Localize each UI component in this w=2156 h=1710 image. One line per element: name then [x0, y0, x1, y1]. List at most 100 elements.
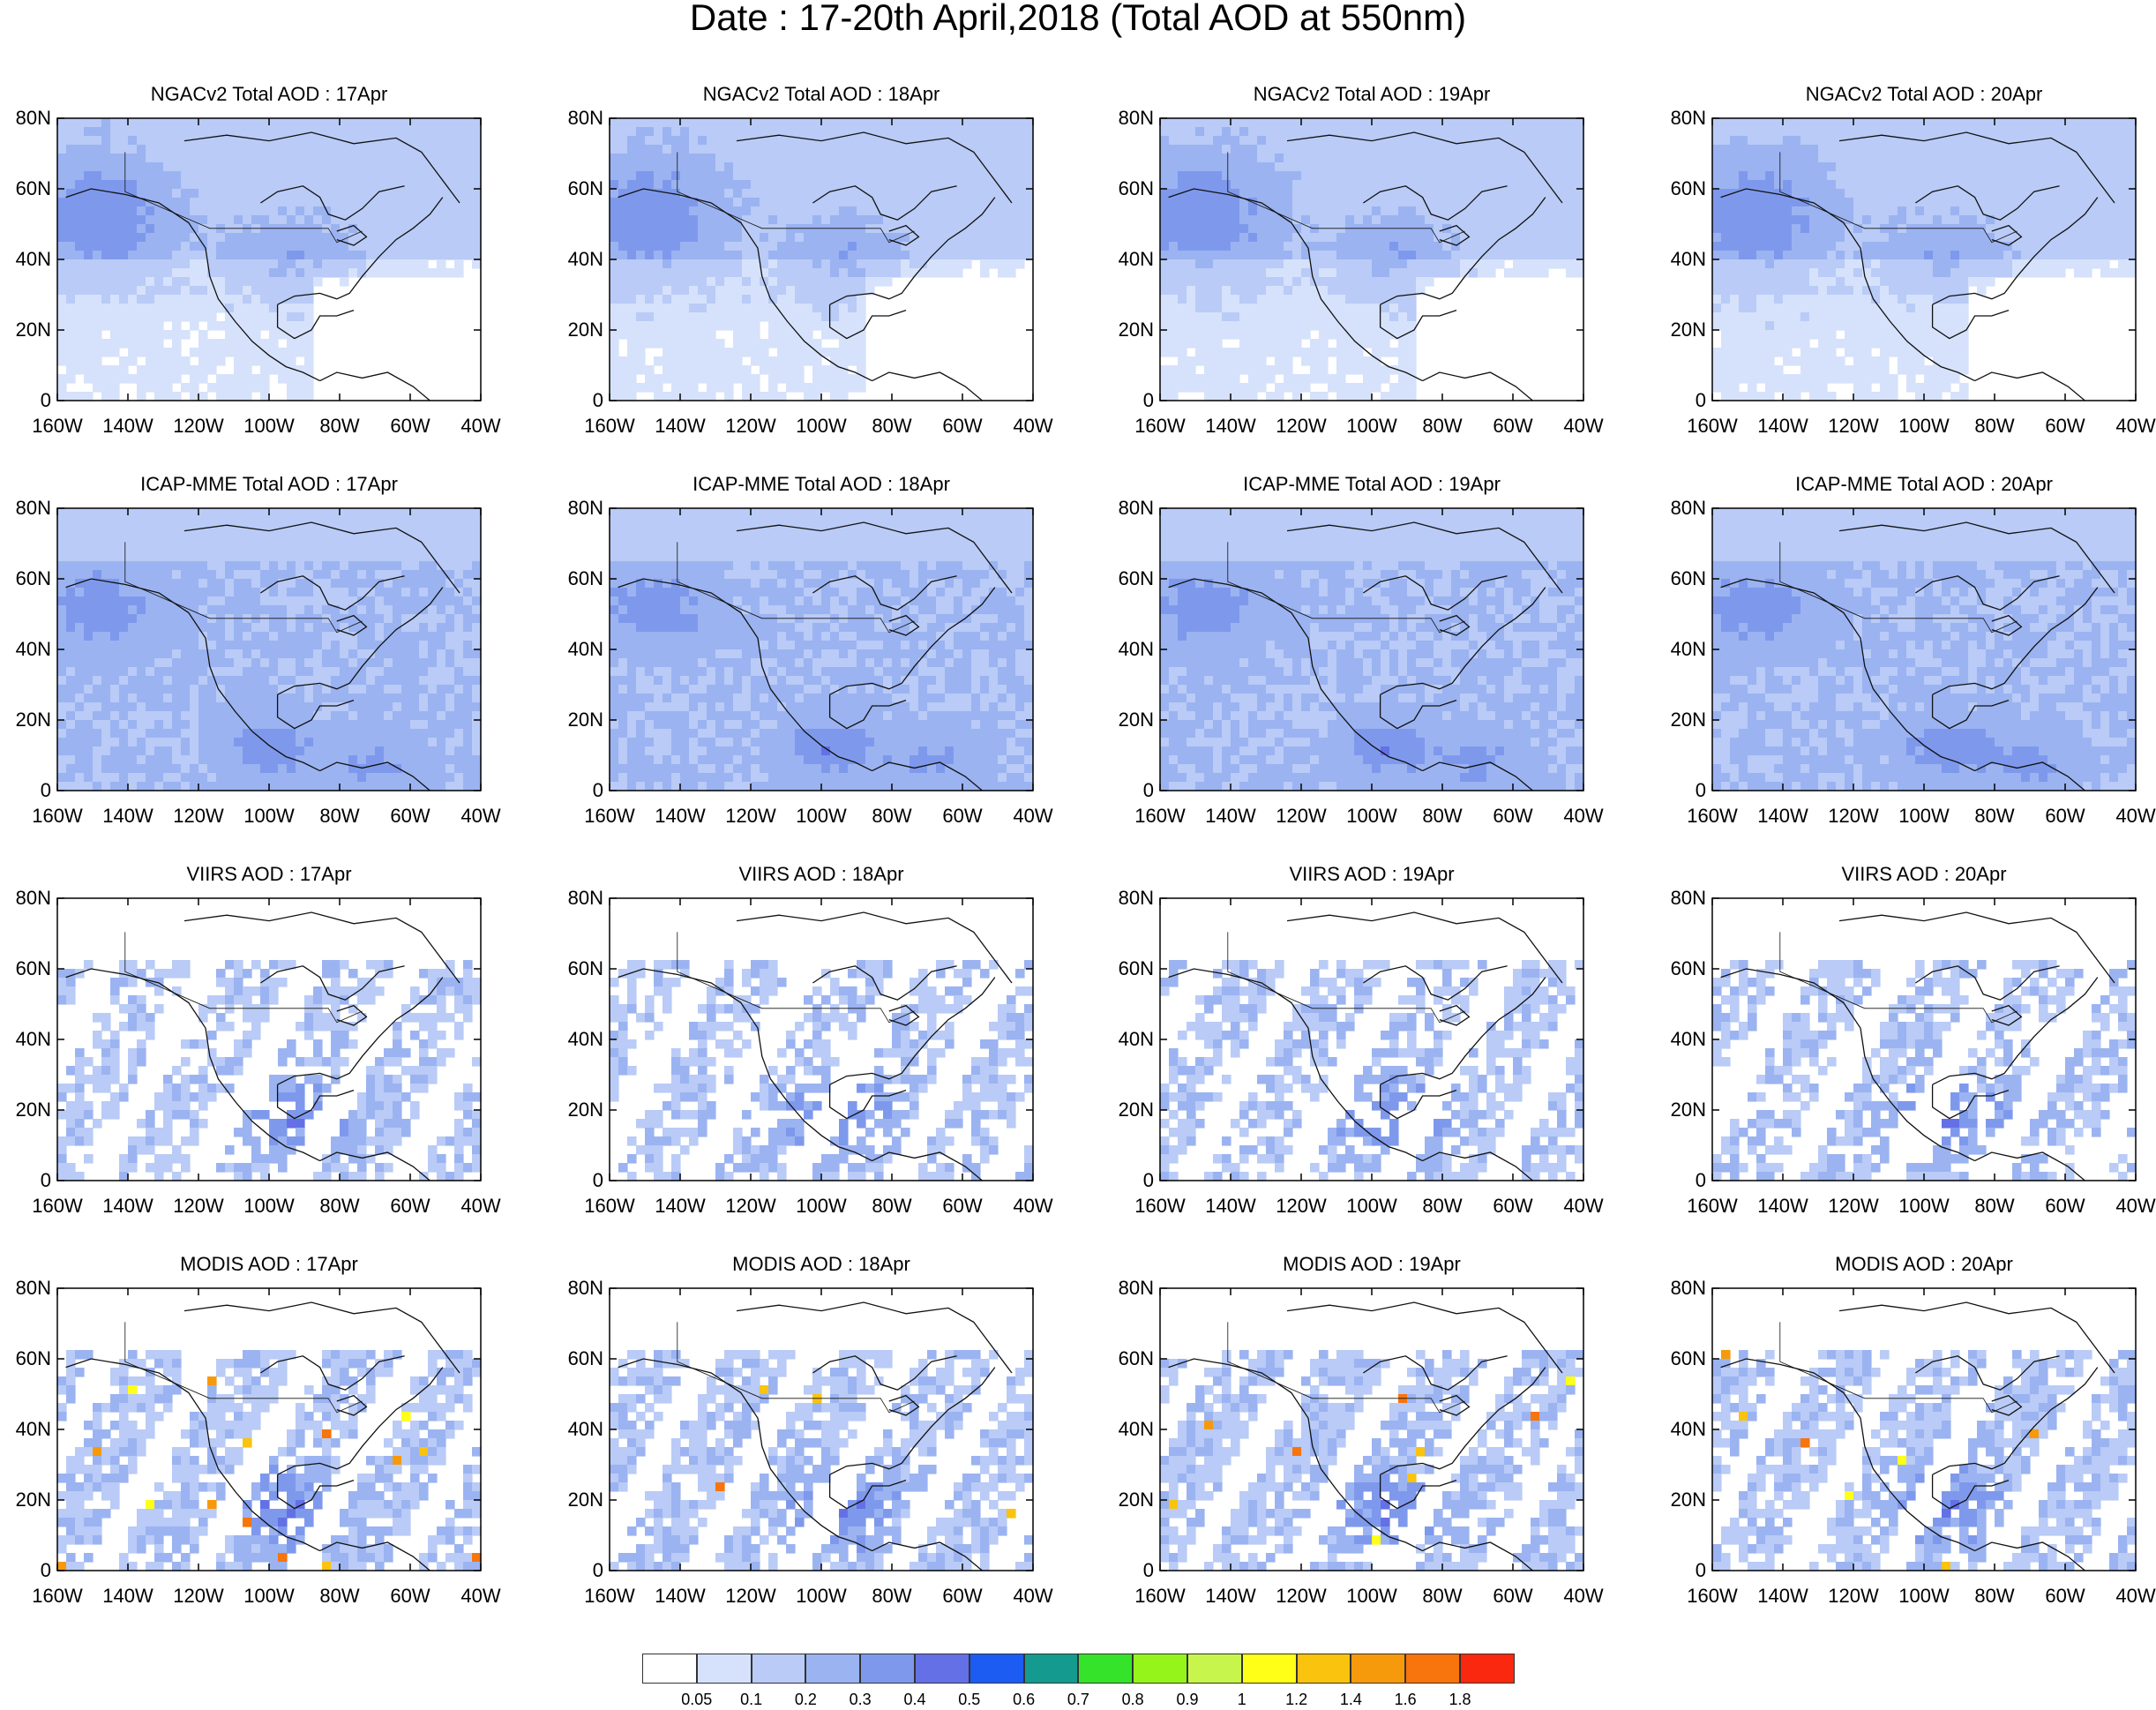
- x-tick-label: 140W: [102, 805, 153, 827]
- y-tick-label: 0: [40, 1169, 51, 1191]
- y-tick-label: 80N: [1118, 497, 1154, 519]
- x-tick-label: 40W: [460, 1585, 501, 1607]
- y-tick-label: 60N: [15, 177, 51, 199]
- x-tick-label: 40W: [1563, 1585, 1604, 1607]
- x-tick-label: 160W: [584, 1195, 635, 1217]
- x-tick-label: 160W: [584, 1585, 635, 1607]
- aod-field: [610, 508, 1034, 791]
- y-tick-label: 40N: [1670, 1418, 1706, 1440]
- x-tick-label: 40W: [2115, 805, 2156, 827]
- y-tick-label: 20N: [567, 1099, 603, 1121]
- x-tick-label: 120W: [1276, 805, 1327, 827]
- y-tick-label: 40N: [1118, 1418, 1154, 1440]
- panel-title: NGACv2 Total AOD : 20Apr: [1805, 83, 2043, 105]
- x-tick-label: 60W: [1493, 415, 1533, 437]
- x-tick-label: 80W: [1974, 805, 2015, 827]
- x-tick-label: 120W: [173, 805, 224, 827]
- x-tick-label: 80W: [319, 1195, 360, 1217]
- colorbar-swatch: [915, 1654, 969, 1684]
- x-tick-label: 40W: [1563, 1195, 1604, 1217]
- y-tick-label: 20N: [567, 1489, 603, 1511]
- aod-map: [609, 897, 1034, 1181]
- aod-field: [57, 118, 482, 401]
- x-tick-label: 160W: [584, 415, 635, 437]
- y-tick-label: 80N: [15, 107, 51, 129]
- x-tick-label: 40W: [2115, 1195, 2156, 1217]
- coastlines: [65, 911, 460, 1181]
- x-tick-label: 60W: [2045, 415, 2085, 437]
- map-panel-icap-1: ICAP-MME Total AOD : 17Apr 80N 60N 40N 20N 0 1…: [0, 468, 529, 856]
- y-tick-label: 20N: [1670, 319, 1706, 341]
- coastlines: [1720, 521, 2115, 791]
- y-tick-label: 40N: [567, 1028, 603, 1050]
- aod-map: [609, 1287, 1034, 1571]
- x-tick-label: 120W: [725, 415, 776, 437]
- coastlines: [618, 1301, 1013, 1571]
- x-tick-label: 140W: [102, 415, 153, 437]
- coastlines: [618, 911, 1013, 1181]
- x-tick-label: 160W: [1687, 1585, 1738, 1607]
- x-tick-label: 140W: [655, 1195, 706, 1217]
- colorbar-label: 0.3: [849, 1691, 872, 1708]
- x-tick-label: 60W: [1493, 1195, 1533, 1217]
- x-tick-label: 100W: [1898, 1585, 1950, 1607]
- x-tick-label: 140W: [1757, 805, 1808, 827]
- aod-map: [1159, 117, 1584, 401]
- colorbar-swatch: [1241, 1654, 1297, 1684]
- panel-title: ICAP-MME Total AOD : 17Apr: [140, 473, 398, 495]
- x-tick-label: 60W: [390, 1195, 430, 1217]
- x-tick-label: 60W: [390, 415, 430, 437]
- x-tick-label: 100W: [796, 1585, 847, 1607]
- colorbar-label: 1.6: [1394, 1691, 1417, 1708]
- aod-field: [610, 118, 1034, 401]
- colorbar-label: 0.2: [794, 1691, 817, 1708]
- y-tick-label: 80N: [1670, 497, 1706, 519]
- coastlines: [1720, 911, 2115, 1181]
- panel-title: NGACv2 Total AOD : 19Apr: [1253, 83, 1491, 105]
- map-panel-modis-4: MODIS AOD : 20Apr 80N 60N 40N 20N 0 160W 140W 12…: [1655, 1248, 2156, 1636]
- colorbar-swatch: [751, 1654, 806, 1684]
- x-tick-label: 140W: [102, 1195, 153, 1217]
- y-tick-label: 20N: [1670, 709, 1706, 731]
- y-tick-label: 40N: [15, 638, 51, 660]
- coastlines: [1168, 1301, 1563, 1571]
- map-panel-modis-3: MODIS AOD : 19Apr 80N 60N 40N 20N 0 160W 140W 12…: [1103, 1248, 1632, 1636]
- panel-title: MODIS AOD : 18Apr: [732, 1253, 910, 1275]
- x-tick-label: 140W: [1757, 415, 1808, 437]
- x-tick-label: 60W: [942, 1195, 983, 1217]
- x-tick-label: 100W: [243, 1585, 295, 1607]
- x-tick-label: 120W: [1828, 1195, 1879, 1217]
- aod-map: [1159, 897, 1584, 1181]
- colorbar-label: 1: [1237, 1691, 1246, 1708]
- y-tick-label: 80N: [567, 1277, 603, 1299]
- x-tick-label: 160W: [32, 415, 83, 437]
- y-tick-label: 0: [40, 1559, 51, 1581]
- figure-title: Date : 17-20th April,2018 (Total AOD at …: [689, 0, 1467, 38]
- y-tick-label: 40N: [567, 1418, 603, 1440]
- x-tick-label: 60W: [2045, 1585, 2085, 1607]
- colorbar-label: 0.5: [958, 1691, 981, 1708]
- y-tick-label: 40N: [15, 248, 51, 270]
- x-tick-label: 160W: [1134, 805, 1186, 827]
- x-tick-label: 40W: [1563, 415, 1604, 437]
- y-tick-label: 0: [1142, 389, 1154, 411]
- x-tick-label: 140W: [655, 805, 706, 827]
- colorbar-swatch: [696, 1654, 752, 1684]
- map-panel-ngac-1: NGACv2 Total AOD : 17Apr 80N 60N 40N 20N 0 160…: [0, 78, 529, 466]
- aod-map: [609, 117, 1034, 401]
- map-panel-icap-2: ICAP-MME Total AOD : 18Apr 80N 60N 40N 20N 0 1…: [552, 468, 1082, 856]
- y-tick-label: 40N: [1670, 248, 1706, 270]
- coastlines: [65, 131, 460, 401]
- x-tick-label: 140W: [1205, 415, 1256, 437]
- panel-title: ICAP-MME Total AOD : 19Apr: [1243, 473, 1501, 495]
- y-tick-label: 20N: [15, 1489, 51, 1511]
- coastlines: [1168, 131, 1563, 401]
- x-tick-label: 40W: [2115, 1585, 2156, 1607]
- y-tick-label: 0: [592, 1559, 603, 1581]
- aod-field: [1160, 1350, 1584, 1571]
- y-tick-label: 60N: [1118, 957, 1154, 979]
- x-tick-label: 160W: [1134, 1585, 1186, 1607]
- y-tick-label: 40N: [1118, 248, 1154, 270]
- y-tick-label: 60N: [1670, 1347, 1706, 1369]
- x-tick-label: 80W: [319, 415, 360, 437]
